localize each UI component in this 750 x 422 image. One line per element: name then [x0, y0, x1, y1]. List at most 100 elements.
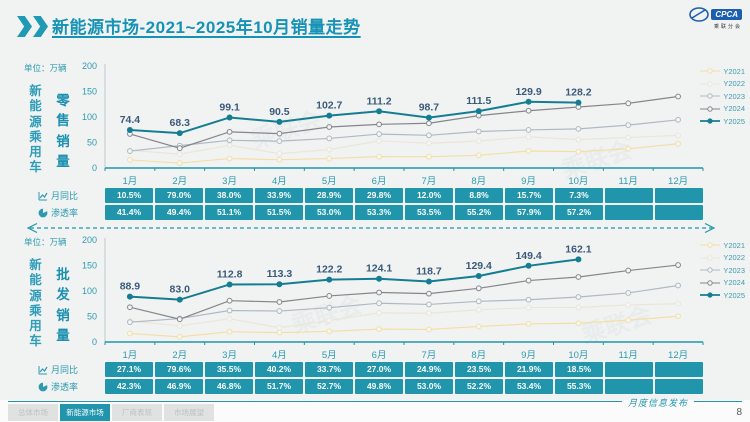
legend-label: Y2022	[723, 79, 745, 89]
yoy-row-label-text: 月同比	[51, 191, 79, 201]
legend-marker-icon	[700, 292, 721, 298]
footer-tab-厂商表现[interactable]: 厂商表现	[112, 404, 162, 421]
month-label: 1月	[122, 350, 138, 361]
data-point-Y2025	[326, 276, 333, 283]
table-cell: 35.5%	[205, 362, 253, 377]
value-label: 99.1	[219, 101, 240, 113]
data-point-Y2025	[575, 256, 582, 263]
data-point-Y2023	[575, 294, 582, 300]
data-point-Y2022	[575, 304, 582, 311]
series-line-Y2022	[129, 303, 679, 329]
legend-label: Y2024	[723, 104, 745, 114]
table-cell: 15.7%	[505, 188, 553, 203]
series-line-Y2023	[129, 284, 679, 323]
value-label: 118.7	[416, 265, 442, 277]
legend-item-Y2023: Y2023	[700, 264, 745, 277]
data-point-Y2023	[625, 122, 632, 129]
data-point-Y2023	[426, 132, 432, 139]
legend-dot	[707, 118, 713, 124]
series-line-Y2021	[129, 315, 679, 338]
footer-tab-新能源市场[interactable]: 新能源市场	[60, 404, 110, 421]
value-label: 83.0	[170, 284, 191, 296]
data-point-Y2021	[675, 140, 681, 147]
data-point-Y2024	[176, 316, 183, 323]
month-label: 2月	[172, 350, 188, 361]
legend-item-Y2021: Y2021	[700, 239, 745, 252]
data-point-Y2023	[475, 128, 482, 135]
data-point-Y2025	[376, 108, 383, 115]
data-point-Y2022	[376, 137, 382, 144]
data-point-Y2022	[675, 132, 681, 139]
data-point-Y2021	[127, 157, 133, 163]
month-label: 9月	[521, 350, 536, 361]
data-point-Y2023	[127, 319, 133, 326]
data-point-Y2025	[475, 108, 482, 115]
data-point-Y2022	[625, 301, 632, 308]
yoy-row-label: 月同比	[38, 362, 78, 377]
legend-dot	[707, 255, 714, 261]
data-point-Y2021	[127, 330, 133, 337]
y-tick-label: 200	[82, 235, 97, 245]
table-cell: 46.9%	[155, 379, 203, 394]
cpca-globe-icon	[689, 7, 710, 22]
table-cell: 53.3%	[355, 205, 403, 220]
legend-marker-icon	[700, 68, 721, 74]
data-point-Y2022	[326, 146, 333, 153]
data-point-Y2024	[226, 128, 233, 135]
data-point-Y2021	[226, 155, 233, 162]
legend-marker-icon	[700, 255, 721, 261]
value-label: 102.7	[316, 100, 342, 112]
footer-tab-市场展望[interactable]: 市场展望	[164, 404, 214, 421]
table-cell: 10.5%	[105, 188, 153, 203]
retail-measure-label: 零售销量	[56, 93, 70, 169]
yoy-row: 27.1% 79.6% 35.5% 40.2% 33.7% 27.0% 24.9% 23.5%…	[105, 362, 703, 377]
value-label: 149.4	[515, 250, 541, 262]
cpca-logo-text: CPCA	[711, 9, 742, 20]
legend-label: Y2021	[723, 66, 745, 76]
data-point-Y2025	[376, 275, 383, 282]
series-line-Y2024	[129, 264, 679, 320]
month-axis-row: 1月 2月 3月 4月 5月 6月 7月 8月 9月 10月 11月 12月	[105, 347, 703, 361]
data-point-Y2021	[226, 328, 233, 335]
data-point-Y2023	[625, 290, 632, 296]
penetration-row-label-text: 渗透率	[51, 208, 79, 218]
retail-line-chart: 0 50 100 150 200 74.4 68.3 99.1 90.5 102.7 111.2 98…	[82, 61, 704, 172]
footer-tab-总体市场[interactable]: 总体市场	[8, 404, 58, 421]
table-cell	[605, 379, 653, 394]
series-line-Y2025	[129, 258, 579, 301]
table-cell: 27.0%	[355, 362, 403, 377]
yoy-row: 10.5% 79.0% 38.0% 33.9% 28.9% 29.8% 12.0% 8.8% 1…	[105, 188, 703, 203]
data-point-Y2023	[376, 131, 382, 137]
data-point-Y2025	[575, 99, 582, 106]
legend-dot	[707, 93, 714, 99]
data-point-Y2021	[625, 145, 632, 152]
y-tick-label: 50	[87, 138, 97, 148]
data-point-Y2025	[176, 296, 183, 303]
data-point-Y2024	[625, 100, 632, 107]
legend-dot	[707, 242, 714, 248]
chart-legend: Y2021 Y2022 Y2023 Y2024 Y2025	[700, 65, 745, 128]
data-point-Y2021	[376, 153, 382, 160]
table-cell	[605, 188, 653, 203]
data-point-Y2024	[426, 290, 432, 297]
legend-dot	[707, 68, 714, 74]
penetration-row: 41.4% 49.4% 51.1% 51.5% 53.0% 53.3% 53.5% 55.2%…	[105, 205, 703, 220]
legend-marker-icon	[700, 106, 721, 112]
footer-tab-bar: 总体市场 新能源市场 厂商表现 市场展望	[8, 404, 214, 421]
data-point-Y2023	[276, 308, 283, 314]
footer-rule-right	[694, 401, 742, 402]
table-cell: 51.7%	[255, 379, 303, 394]
value-label: 129.4	[466, 260, 492, 272]
value-label: 122.2	[316, 264, 342, 276]
data-point-Y2023	[475, 298, 482, 305]
data-point-Y2023	[276, 138, 283, 145]
data-point-Y2021	[575, 148, 582, 155]
legend-marker-icon	[700, 93, 721, 99]
month-label: 2月	[172, 176, 188, 187]
table-cell: 29.8%	[355, 188, 403, 203]
y-tick-label: 0	[92, 163, 97, 172]
data-point-Y2022	[276, 150, 283, 157]
value-label: 111.5	[466, 95, 491, 107]
data-point-Y2025	[425, 278, 432, 285]
